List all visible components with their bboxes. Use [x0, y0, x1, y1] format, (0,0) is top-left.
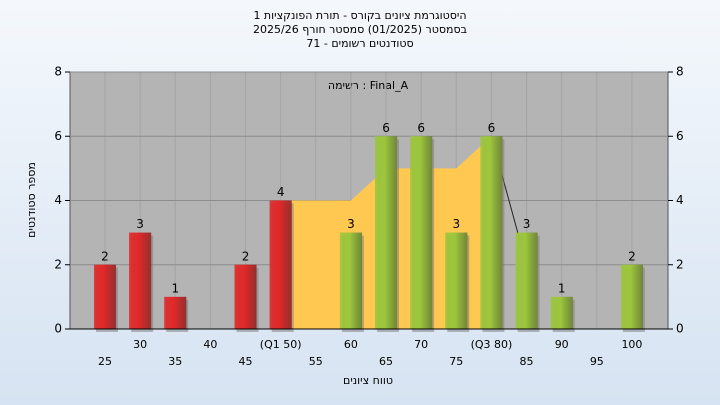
- y2-tick-label: 8: [676, 65, 684, 79]
- y-tick-label: 4: [54, 193, 62, 207]
- data-label: 2: [101, 249, 109, 263]
- y-tick-label: 8: [54, 65, 62, 79]
- y-tick-label: 0: [54, 322, 62, 336]
- x-tick-label: 60: [344, 338, 358, 351]
- bar-color: [269, 200, 292, 329]
- bar-color: [164, 296, 187, 329]
- title-line: בסמסטר (01/2025) סמסטר חורף 2025/26: [253, 23, 467, 36]
- data-label: 2: [242, 249, 250, 263]
- x-tick-label: 45: [239, 355, 253, 368]
- x-tick-label: 70: [414, 338, 428, 351]
- y-axis-label: מספר סטודנטים: [25, 162, 38, 238]
- x-tick-label: 100: [621, 338, 642, 351]
- data-label: 6: [488, 121, 496, 135]
- title-line: היסטוגרמת ציונים בקורס - תורת הפונקציות …: [253, 9, 466, 22]
- bar-color: [94, 264, 116, 329]
- y2-tick-label: 0: [676, 322, 684, 336]
- y2-tick-label: 4: [676, 193, 684, 207]
- bar-color: [129, 232, 152, 329]
- y-tick-label: 6: [54, 129, 62, 143]
- data-label: 3: [523, 217, 531, 231]
- x-tick-label: 55: [309, 355, 323, 368]
- x-tick-label: 90: [555, 338, 569, 351]
- y-tick-label: 2: [54, 257, 62, 271]
- x-tick-label: 65: [379, 355, 393, 368]
- bar-color: [480, 136, 503, 329]
- bar-color: [550, 296, 573, 329]
- y2-tick-label: 2: [676, 257, 684, 271]
- x-tick-label: 40: [203, 338, 217, 351]
- data-label: 1: [558, 281, 566, 295]
- x-tick-label: 35: [168, 355, 182, 368]
- data-label: 2: [628, 249, 636, 263]
- bar-color: [445, 232, 468, 329]
- title-line: סטודנטים רשומים - 71: [306, 37, 413, 50]
- data-label: 3: [452, 217, 460, 231]
- x-tick-label: 30: [133, 338, 147, 351]
- data-label: 3: [347, 217, 355, 231]
- x-tick-label: 95: [590, 355, 604, 368]
- bar-color: [410, 136, 433, 329]
- bar-color: [339, 232, 362, 329]
- bar-color: [515, 232, 538, 329]
- data-label: 3: [136, 217, 144, 231]
- data-label: 4: [277, 185, 285, 199]
- bar-color: [234, 264, 257, 329]
- bar-color: [375, 136, 398, 329]
- x-tick-label: (Q1 50): [260, 338, 302, 351]
- y2-tick-label: 6: [676, 129, 684, 143]
- data-label: 6: [417, 121, 425, 135]
- x-tick-label: 75: [449, 355, 463, 368]
- x-tick-label: 25: [98, 355, 112, 368]
- x-tick-label: (Q3 80): [471, 338, 513, 351]
- bar-color: [620, 264, 643, 329]
- x-axis-label: טווח ציונים: [343, 374, 393, 387]
- data-label: 1: [171, 281, 179, 295]
- annotation: רשימה : Final_A: [328, 79, 409, 92]
- data-label: 6: [382, 121, 390, 135]
- x-tick-label: 85: [520, 355, 534, 368]
